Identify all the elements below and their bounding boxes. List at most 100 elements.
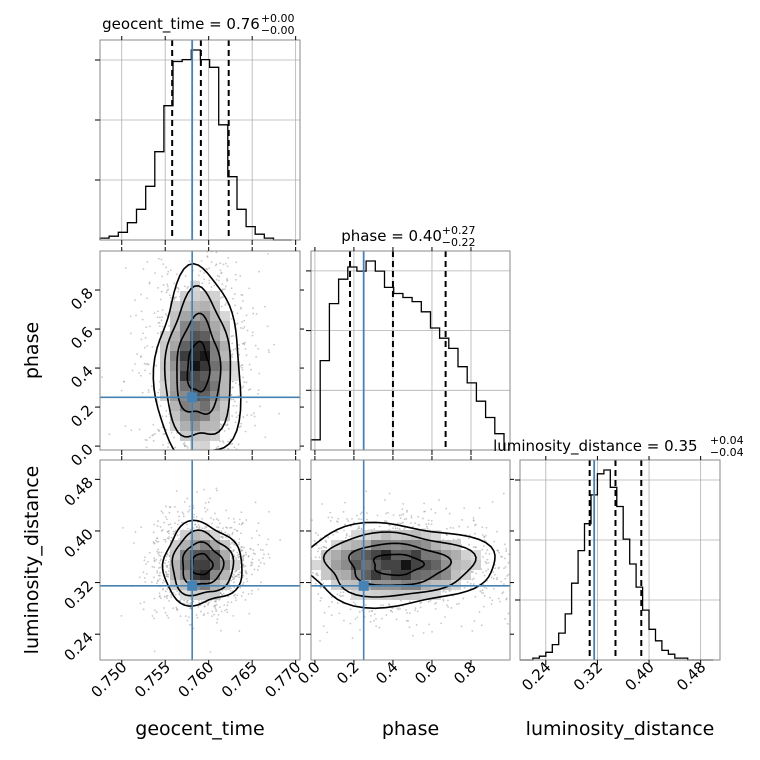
sample-point [242,385,245,388]
density-bin [220,381,230,391]
y-tick-label: 0.24 [60,628,96,664]
sample-point [230,398,233,401]
sample-point [181,511,184,514]
sample-point [496,530,498,533]
sample-point [120,614,123,617]
sample-point [214,501,216,503]
sample-point [250,414,253,417]
sample-point [505,550,508,552]
sample-point [202,467,204,469]
x-axis-label: geocent_time [135,718,264,740]
density-bin [210,540,220,550]
sample-point [416,610,419,613]
panel-frame [519,459,721,661]
sample-point [216,526,218,528]
panel-frame [99,39,301,241]
sample-point [405,509,408,512]
sample-point [403,518,406,521]
sample-point [174,593,177,596]
sample-point [412,634,414,637]
sample-point [159,405,162,407]
sample-point [157,391,160,394]
sample-point [187,494,189,496]
sample-point [210,599,212,602]
y-tick-label: 0.6 [67,323,97,353]
sample-point [164,590,167,593]
sample-point [425,523,428,526]
sample-point [427,519,430,522]
sample-point [184,453,186,455]
sample-point [373,619,375,622]
sample-point [359,629,361,631]
density-bin [200,371,210,381]
sample-point [230,318,233,320]
sample-point [345,534,348,537]
sample-point [238,571,241,574]
sample-point [327,536,330,539]
sample-point [421,517,424,520]
sample-point [257,543,260,546]
density-bin [210,351,220,361]
density-bin [220,580,230,590]
sample-point [150,385,153,388]
sample-point [237,347,240,350]
sample-point [360,511,363,514]
sample-point [504,618,506,620]
sample-point [165,559,167,562]
sample-point [308,533,310,535]
sample-point [213,605,215,608]
sample-point [204,501,207,504]
sample-point [188,624,191,626]
sample-point [147,391,150,393]
sample-point [245,577,248,580]
sample-point [146,261,149,263]
sample-point [181,246,183,248]
sample-point [240,511,243,514]
sample-point [210,286,213,288]
sample-point [197,605,200,608]
sample-point [357,518,360,520]
sample-point [167,523,170,526]
sample-point [144,336,147,339]
sample-point [218,522,221,525]
sample-point [254,424,257,427]
sample-point [540,612,542,614]
sample-point [308,532,310,534]
contour-level-4 [152,262,242,450]
sample-point [185,600,188,603]
density-bin [190,540,200,550]
sample-point [185,445,188,448]
sample-point [147,363,150,366]
sample-point [201,600,203,603]
sample-point [293,566,295,568]
sample-point [220,272,223,275]
sample-point [187,510,190,513]
sample-point [244,551,247,554]
sample-point [235,411,237,414]
sample-point [241,321,243,323]
sample-point [217,445,219,448]
sample-point [556,555,558,557]
sample-point [237,573,240,576]
density-bin [451,560,461,570]
sample-point [142,608,145,611]
density-bin [210,331,220,341]
sample-point [176,456,178,458]
sample-point [234,304,236,307]
density-bin [180,530,190,540]
sample-point [167,288,170,291]
sample-point [238,543,240,546]
sample-point [145,326,148,328]
sample-point [247,554,250,557]
sample-point [157,552,160,555]
sample-point [153,597,156,600]
x-tick-label: 0.48 [673,658,709,694]
sample-point [161,581,164,584]
sample-point [275,599,277,601]
sample-point [473,620,476,622]
sample-point [239,425,242,428]
sample-point [546,601,548,603]
sample-point [446,604,448,607]
sample-point [234,347,237,350]
sample-point [174,529,177,532]
